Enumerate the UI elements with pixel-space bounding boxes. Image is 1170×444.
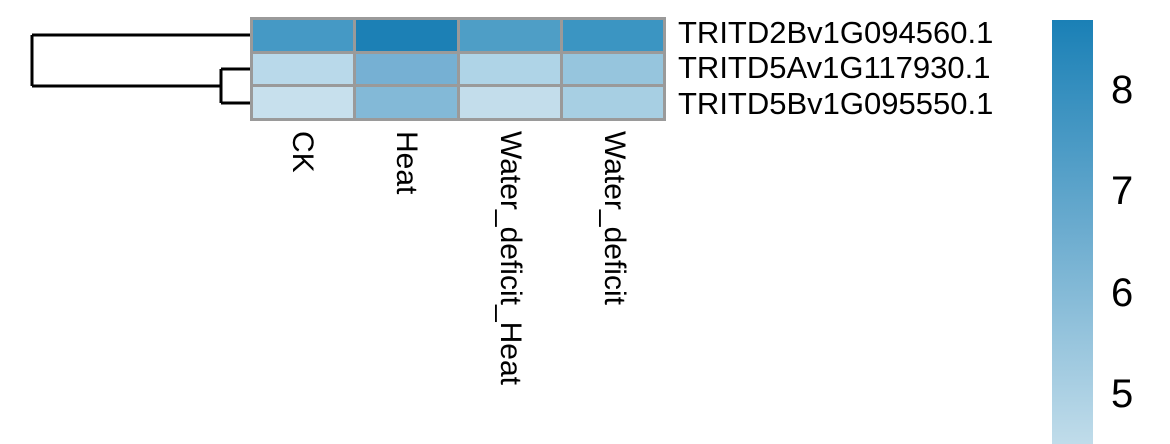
heatmap-cell bbox=[562, 53, 663, 85]
row-label: TRITD5Av1G117930.1 bbox=[678, 50, 991, 86]
heatmap-cell bbox=[356, 20, 457, 51]
heatmap-cell bbox=[562, 20, 663, 51]
row-dendrogram bbox=[30, 33, 250, 105]
column-label: Water_deficit bbox=[598, 131, 631, 305]
heatmap-cell bbox=[356, 87, 457, 118]
heatmap-cell bbox=[459, 20, 560, 51]
column-label: Water_deficit_Heat bbox=[494, 131, 527, 386]
colorbar-tick-label: 7 bbox=[1111, 169, 1134, 214]
column-labels: CK Heat Water_deficit_Heat Water_deficit bbox=[250, 131, 666, 444]
heatmap-cell bbox=[356, 53, 457, 85]
heatmap-cell bbox=[253, 53, 354, 85]
row-label: TRITD2Bv1G094560.1 bbox=[678, 15, 994, 51]
row-label: TRITD5Bv1G095550.1 bbox=[678, 85, 994, 121]
column-label: Heat bbox=[390, 131, 423, 195]
heatmap-cell bbox=[253, 87, 354, 118]
heatmap-cell bbox=[459, 87, 560, 118]
colorbar-ticks: 8 7 6 5 bbox=[1111, 39, 1133, 444]
heatmap-cell bbox=[253, 20, 354, 51]
colorbar-gradient bbox=[1052, 20, 1093, 444]
heatmap-grid bbox=[250, 17, 666, 121]
row-labels: TRITD2Bv1G094560.1 TRITD5Av1G117930.1 TRIT… bbox=[678, 15, 993, 121]
heatmap-cell bbox=[459, 53, 560, 85]
colorbar-tick-label: 6 bbox=[1111, 270, 1134, 315]
column-label: CK bbox=[286, 131, 319, 173]
heatmap-cell bbox=[562, 87, 663, 118]
colorbar-tick-label: 8 bbox=[1111, 67, 1134, 112]
colorbar-tick-label: 5 bbox=[1111, 372, 1134, 417]
